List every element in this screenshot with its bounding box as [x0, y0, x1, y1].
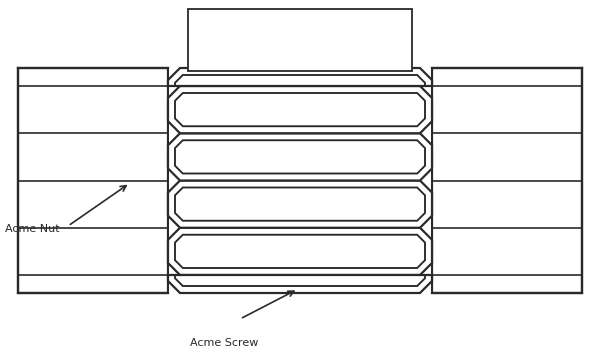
- Text: Representative of the MD-83: Representative of the MD-83: [220, 35, 380, 45]
- Bar: [188, 9, 412, 71]
- Bar: [432, 68, 582, 293]
- Polygon shape: [168, 86, 432, 133]
- Text: ACME SCREW ASSY: ACME SCREW ASSY: [233, 16, 367, 29]
- Bar: [18, 68, 168, 293]
- Bar: [168, 68, 432, 293]
- Text: Acme Screw: Acme Screw: [190, 338, 259, 348]
- Polygon shape: [168, 275, 432, 293]
- Text: Configuration (Alaska Flight 261): Configuration (Alaska Flight 261): [208, 52, 392, 62]
- Text: Acme Nut: Acme Nut: [5, 224, 59, 234]
- Polygon shape: [168, 228, 432, 275]
- Polygon shape: [168, 180, 432, 228]
- Polygon shape: [168, 133, 432, 180]
- Polygon shape: [168, 68, 432, 86]
